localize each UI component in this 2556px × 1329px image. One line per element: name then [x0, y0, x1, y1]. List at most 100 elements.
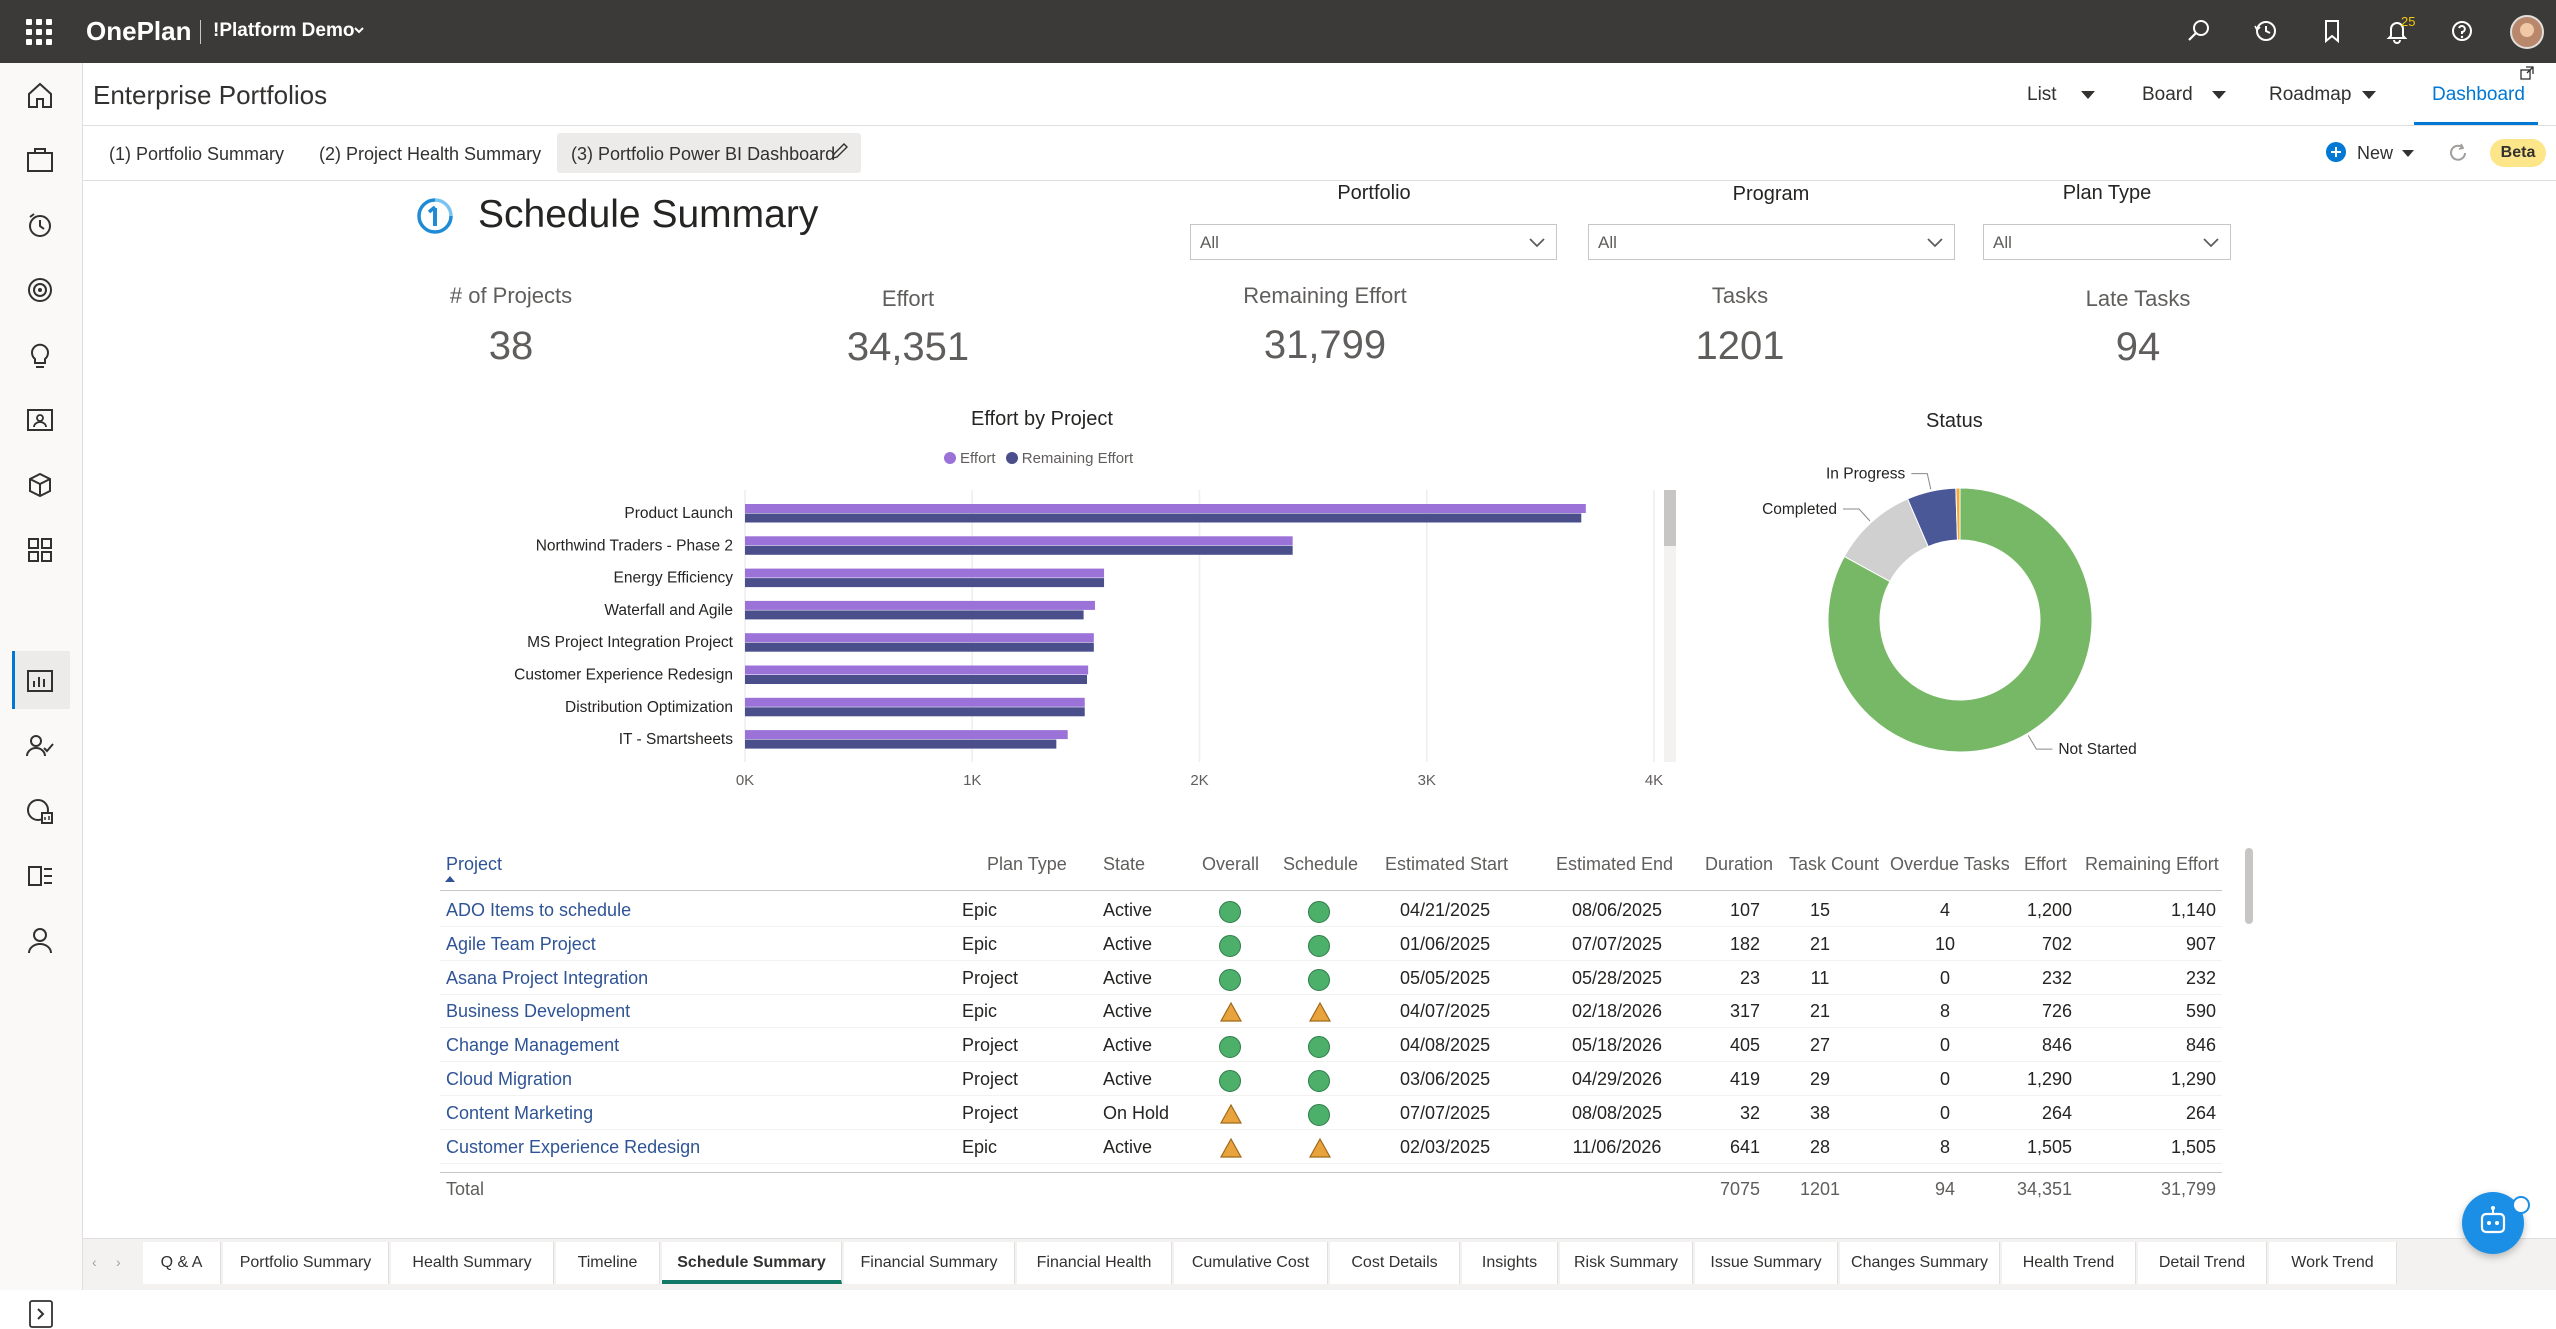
page-tab-risk-summary[interactable]: Risk Summary	[1560, 1242, 1693, 1284]
layout-icon[interactable]	[22, 858, 58, 894]
cell-project[interactable]: Customer Experience Redesign	[446, 1136, 701, 1157]
packages-icon[interactable]	[22, 467, 58, 503]
page-tab-insights[interactable]: Insights	[1462, 1242, 1558, 1284]
cell-project[interactable]: Agile Team Project	[446, 933, 596, 954]
cell-project[interactable]: ADO Items to schedule	[446, 900, 632, 920]
page-tab-health-trend[interactable]: Health Trend	[2002, 1242, 2136, 1284]
popout-icon[interactable]	[2520, 66, 2534, 80]
col-header-estimated-end[interactable]: Estimated End	[1556, 854, 1674, 874]
table-row[interactable]: Business Development Epic Active 04/07/2025…	[440, 994, 2222, 1029]
page-tab-financial-summary[interactable]: Financial Summary	[844, 1242, 1015, 1284]
target-icon[interactable]	[22, 272, 58, 308]
list-dropdown-caret[interactable]	[2081, 91, 2095, 99]
col-header-task-count[interactable]: Task Count	[1789, 854, 1880, 874]
resource-card-icon[interactable]	[22, 402, 58, 438]
table-row[interactable]: Cloud Migration Project Active 03/06/2025 04…	[440, 1062, 2222, 1096]
person-icon[interactable]	[22, 923, 58, 959]
subtab-project-health-summary[interactable]: (2) Project Health Summary	[319, 144, 542, 164]
table-row[interactable]: Agile Team Project Epic Active 01/06/2025 07…	[440, 927, 2222, 961]
page-tab-q-a[interactable]: Q & A	[143, 1242, 221, 1284]
subtab-portfolio-power-bi-dashboard[interactable]: (3) Portfolio Power BI Dashboard	[571, 144, 836, 164]
col-header-schedule[interactable]: Schedule	[1283, 854, 1359, 874]
bar-remaining-effort[interactable]	[745, 578, 1105, 588]
report-globe-icon[interactable]	[22, 793, 58, 829]
page-tab-changes-summary[interactable]: Changes Summary	[1840, 1242, 2000, 1284]
chevron-down-icon[interactable]	[353, 24, 365, 36]
workspace-name[interactable]: !Platform Demo	[213, 20, 355, 41]
bar-effort[interactable]	[745, 665, 1089, 675]
bar-remaining-effort[interactable]	[745, 513, 1582, 523]
col-header-state[interactable]: State	[1103, 854, 1146, 874]
table-row[interactable]: Change Management Project Active 04/08/2025…	[440, 1028, 2222, 1063]
col-header-duration[interactable]: Duration	[1705, 854, 1774, 874]
board-grid-icon[interactable]	[22, 532, 58, 568]
history-icon[interactable]	[2252, 17, 2280, 45]
help-icon[interactable]	[2448, 17, 2476, 45]
cell-project[interactable]: Cloud Migration	[446, 1069, 573, 1089]
new-dropdown-caret[interactable]	[2402, 150, 2414, 157]
app-launcher-icon[interactable]	[26, 19, 52, 45]
tabs-prev-arrow[interactable]: ‹	[92, 1254, 97, 1270]
bar-effort[interactable]	[745, 730, 1068, 740]
bar-effort[interactable]	[745, 600, 1095, 610]
col-header-remaining-effort[interactable]: Remaining Effort	[2085, 854, 2219, 874]
bar-remaining-effort[interactable]	[745, 642, 1094, 652]
page-tab-financial-health[interactable]: Financial Health	[1017, 1242, 1172, 1284]
col-header-plan-type[interactable]: Plan Type	[987, 854, 1067, 874]
bar-remaining-effort[interactable]	[745, 707, 1085, 717]
cell-project[interactable]: Change Management	[446, 1035, 620, 1056]
page-tab-timeline[interactable]: Timeline	[556, 1242, 660, 1284]
view-tab-roadmap[interactable]: Roadmap	[2269, 84, 2352, 105]
col-header-project[interactable]: Project	[446, 854, 503, 874]
col-header-overdue-tasks[interactable]: Overdue Tasks	[1890, 854, 2010, 874]
portfolio-slicer[interactable]: All	[1190, 224, 1557, 260]
page-tab-detail-trend[interactable]: Detail Trend	[2138, 1242, 2267, 1284]
search-icon[interactable]	[2185, 17, 2213, 45]
table-row[interactable]: Content Marketing Project On Hold 07/07/202…	[440, 1096, 2222, 1130]
view-tab-board[interactable]: Board	[2142, 84, 2193, 105]
brand-name[interactable]: OnePlan	[86, 16, 192, 46]
page-tab-cumulative-cost[interactable]: Cumulative Cost	[1174, 1242, 1328, 1284]
bar-effort[interactable]	[745, 697, 1085, 707]
bar-effort[interactable]	[745, 504, 1586, 513]
chart-scrollbar-thumb[interactable]	[1664, 490, 1676, 546]
page-tab-schedule-summary[interactable]: Schedule Summary	[662, 1242, 842, 1284]
table-row[interactable]: Asana Project Integration Project Active 05…	[440, 961, 2222, 995]
bar-remaining-effort[interactable]	[745, 545, 1293, 555]
refresh-icon[interactable]	[2447, 142, 2469, 164]
dashboard-chart-icon[interactable]	[22, 663, 58, 699]
edit-pencil-icon[interactable]	[830, 141, 850, 161]
subtab-portfolio-summary[interactable]: (1) Portfolio Summary	[109, 144, 285, 164]
portfolio-icon[interactable]	[22, 142, 58, 178]
lightbulb-icon[interactable]	[22, 337, 58, 373]
donut-slice[interactable]	[1955, 487, 1961, 541]
avatar[interactable]	[2510, 15, 2544, 49]
table-row[interactable]: Customer Experience Redesign Epic Active 02…	[440, 1130, 2222, 1164]
board-dropdown-caret[interactable]	[2212, 91, 2226, 99]
expand-nav-icon[interactable]	[28, 1299, 54, 1329]
bell-icon[interactable]	[2383, 17, 2411, 45]
page-tab-health-summary[interactable]: Health Summary	[391, 1242, 554, 1284]
team-icon[interactable]	[22, 728, 58, 764]
cell-project[interactable]: Business Development	[446, 1001, 631, 1022]
bar-effort[interactable]	[745, 568, 1105, 578]
plan-type-slicer[interactable]: All	[1983, 224, 2231, 260]
table-row[interactable]: ADO Items to schedule Epic Active 04/21/202…	[440, 893, 2222, 927]
page-tab-cost-details[interactable]: Cost Details	[1330, 1242, 1460, 1284]
bar-remaining-effort[interactable]	[745, 739, 1057, 749]
home-icon[interactable]	[22, 77, 58, 113]
view-tab-list[interactable]: List	[2027, 84, 2057, 105]
col-header-effort[interactable]: Effort	[2024, 854, 2067, 874]
bar-remaining-effort[interactable]	[745, 610, 1084, 620]
table-scrollbar[interactable]	[2245, 848, 2253, 924]
bar-effort[interactable]	[745, 633, 1094, 643]
page-tab-portfolio-summary[interactable]: Portfolio Summary	[223, 1242, 389, 1284]
view-tab-dashboard[interactable]: Dashboard	[2432, 84, 2525, 105]
tabs-next-arrow[interactable]: ›	[116, 1254, 121, 1270]
page-tab-work-trend[interactable]: Work Trend	[2269, 1242, 2397, 1284]
bar-effort[interactable]	[745, 536, 1293, 546]
timesheet-icon[interactable]	[22, 207, 58, 243]
bar-remaining-effort[interactable]	[745, 675, 1088, 684]
bookmark-icon[interactable]	[2318, 17, 2346, 45]
page-tab-issue-summary[interactable]: Issue Summary	[1695, 1242, 1838, 1284]
